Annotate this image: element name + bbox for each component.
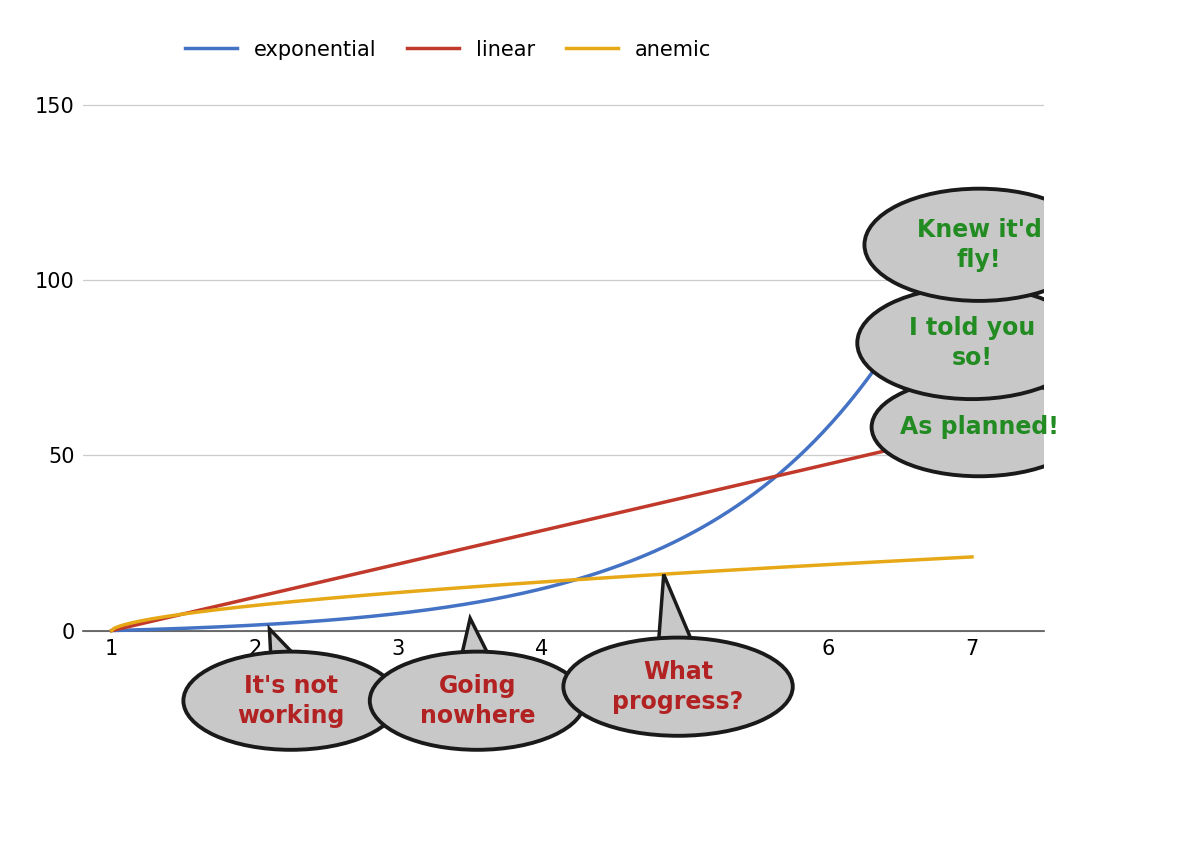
exponential [965, 187, 980, 197]
Polygon shape [916, 233, 929, 256]
Line: exponential: exponential [111, 192, 973, 630]
anemic [729, 564, 744, 575]
Line: anemic: anemic [111, 557, 973, 630]
Text: Knew it'd
fly!: Knew it'd fly! [917, 218, 1041, 272]
linear [726, 481, 740, 491]
linear [965, 425, 980, 436]
Polygon shape [893, 418, 920, 437]
anemic [385, 588, 400, 598]
exponential [385, 609, 400, 620]
Ellipse shape [184, 652, 398, 750]
anemic [445, 583, 459, 594]
Ellipse shape [872, 378, 1086, 477]
Ellipse shape [857, 287, 1086, 399]
exponential [104, 625, 119, 635]
Ellipse shape [865, 188, 1093, 301]
Legend: exponential, linear, anemic: exponential, linear, anemic [177, 31, 720, 69]
anemic [104, 625, 119, 635]
anemic [726, 565, 740, 575]
linear [445, 546, 459, 556]
exponential [726, 503, 740, 514]
Polygon shape [657, 575, 699, 657]
Text: As planned!: As planned! [900, 415, 1059, 439]
exponential [208, 621, 222, 632]
Text: I told you
so!: I told you so! [908, 316, 1035, 370]
Polygon shape [458, 618, 497, 671]
anemic [645, 569, 659, 580]
anemic [208, 605, 222, 615]
linear [645, 500, 659, 510]
Polygon shape [907, 332, 908, 357]
Line: linear: linear [111, 431, 973, 630]
anemic [965, 552, 980, 562]
linear [104, 625, 119, 635]
Text: Going
nowhere: Going nowhere [420, 674, 535, 727]
linear [385, 560, 400, 570]
exponential [445, 601, 459, 611]
Ellipse shape [370, 652, 585, 750]
Text: It's not
working: It's not working [237, 674, 345, 727]
Text: What
progress?: What progress? [612, 660, 744, 713]
Ellipse shape [563, 638, 792, 736]
exponential [729, 501, 744, 511]
linear [208, 602, 222, 612]
Polygon shape [269, 628, 311, 671]
linear [729, 480, 744, 490]
exponential [645, 547, 659, 557]
